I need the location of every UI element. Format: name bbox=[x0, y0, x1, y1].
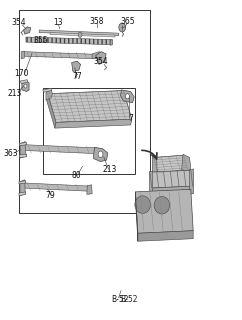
Polygon shape bbox=[50, 33, 115, 37]
Polygon shape bbox=[87, 185, 92, 195]
Polygon shape bbox=[46, 90, 53, 100]
Polygon shape bbox=[72, 61, 81, 71]
Polygon shape bbox=[19, 154, 27, 157]
Polygon shape bbox=[136, 192, 138, 241]
Polygon shape bbox=[48, 91, 132, 123]
Circle shape bbox=[98, 151, 103, 157]
Polygon shape bbox=[138, 231, 193, 241]
Polygon shape bbox=[182, 154, 191, 171]
Text: 170: 170 bbox=[14, 69, 28, 78]
Polygon shape bbox=[189, 169, 194, 195]
Text: 365: 365 bbox=[121, 17, 136, 26]
Circle shape bbox=[78, 32, 82, 37]
Polygon shape bbox=[23, 183, 89, 191]
Polygon shape bbox=[110, 40, 113, 45]
Text: 13: 13 bbox=[54, 19, 63, 28]
Polygon shape bbox=[39, 30, 119, 36]
Polygon shape bbox=[46, 94, 56, 128]
Text: B-52: B-52 bbox=[120, 295, 137, 304]
Polygon shape bbox=[24, 145, 97, 154]
Polygon shape bbox=[20, 141, 26, 158]
Text: 7: 7 bbox=[128, 114, 133, 123]
Polygon shape bbox=[26, 37, 111, 45]
Ellipse shape bbox=[135, 196, 151, 213]
Polygon shape bbox=[152, 186, 193, 195]
Polygon shape bbox=[149, 171, 153, 196]
Circle shape bbox=[126, 94, 129, 99]
Polygon shape bbox=[23, 27, 31, 34]
Text: 363: 363 bbox=[3, 149, 18, 158]
Polygon shape bbox=[93, 147, 108, 162]
Text: 77: 77 bbox=[73, 72, 83, 81]
Polygon shape bbox=[23, 52, 93, 59]
Text: 213: 213 bbox=[8, 89, 22, 98]
Polygon shape bbox=[20, 180, 25, 196]
Polygon shape bbox=[19, 142, 27, 146]
Text: 354: 354 bbox=[93, 57, 108, 66]
Polygon shape bbox=[19, 192, 26, 196]
Text: 213: 213 bbox=[103, 165, 117, 174]
Text: 355: 355 bbox=[33, 36, 48, 45]
Text: 80: 80 bbox=[72, 171, 81, 180]
Polygon shape bbox=[20, 80, 28, 84]
Circle shape bbox=[119, 23, 126, 32]
Polygon shape bbox=[153, 155, 188, 172]
Bar bbox=[19, 10, 150, 212]
Polygon shape bbox=[22, 81, 29, 92]
Ellipse shape bbox=[154, 196, 170, 214]
Polygon shape bbox=[150, 170, 193, 188]
Bar bbox=[43, 88, 136, 174]
Text: 354: 354 bbox=[11, 19, 26, 28]
Polygon shape bbox=[121, 90, 134, 103]
Circle shape bbox=[24, 84, 27, 88]
Polygon shape bbox=[21, 51, 24, 59]
Polygon shape bbox=[92, 52, 103, 59]
Polygon shape bbox=[19, 181, 26, 184]
Polygon shape bbox=[43, 88, 52, 92]
Polygon shape bbox=[136, 189, 193, 233]
Text: B-52: B-52 bbox=[111, 295, 129, 304]
Text: 358: 358 bbox=[90, 17, 104, 26]
Polygon shape bbox=[152, 155, 157, 173]
Polygon shape bbox=[96, 52, 106, 64]
Text: 79: 79 bbox=[45, 190, 55, 200]
Polygon shape bbox=[55, 119, 132, 128]
